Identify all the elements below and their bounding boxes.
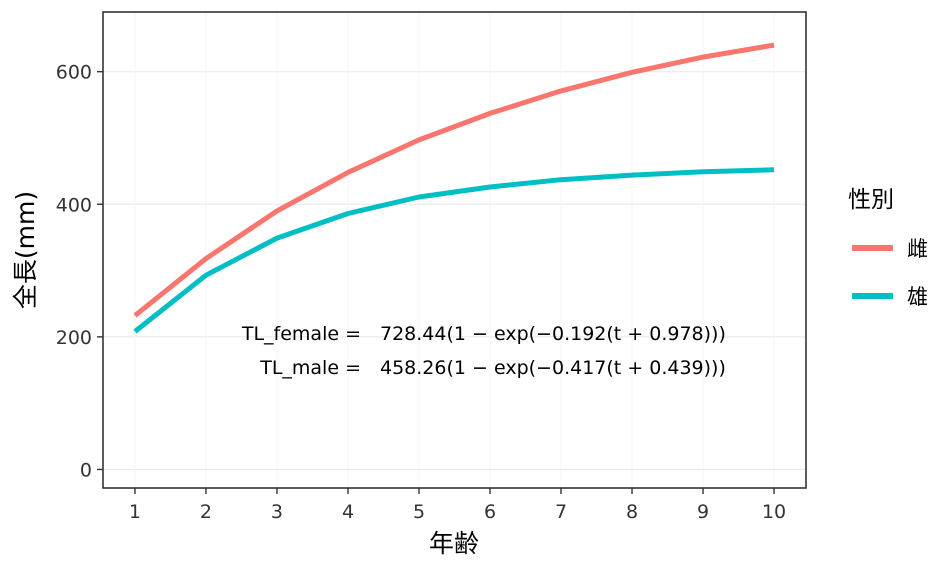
x-tick-label: 6 — [484, 501, 496, 523]
x-tick-label: 8 — [626, 501, 638, 523]
series-line-female — [133, 42, 775, 318]
y-tick-label: 400 — [56, 194, 92, 216]
annotation-female-lhs: TL_female = — [241, 323, 361, 345]
legend: 性別 雌 雄 — [848, 187, 928, 309]
x-tick-label: 7 — [555, 501, 567, 523]
annotation-male-rhs: 458.26(1 − exp(−0.417(t + 0.439))) — [380, 357, 726, 379]
y-axis-title: 全長(mm) — [11, 191, 40, 309]
y-tick-label: 600 — [56, 62, 92, 84]
annotation-male-lhs: TL_male = — [259, 357, 361, 379]
x-tick-label: 1 — [129, 501, 141, 523]
x-tick-label: 2 — [200, 501, 212, 523]
annotation-female: TL_female = 728.44(1 − exp(−0.192(t + 0.… — [241, 323, 726, 345]
x-axis: 1 2 3 4 5 6 7 8 9 10 — [129, 488, 786, 523]
grid-lines — [103, 12, 806, 488]
x-axis-title: 年齢 — [429, 529, 479, 558]
annotation-male: TL_male = 458.26(1 − exp(−0.417(t + 0.43… — [259, 357, 726, 379]
y-axis: 0 200 400 600 — [56, 62, 103, 481]
series-lines — [133, 42, 775, 334]
plot-panel-border — [102, 11, 807, 489]
legend-title: 性別 — [848, 187, 894, 213]
series-line-male — [133, 167, 775, 334]
x-tick-label: 10 — [762, 501, 786, 523]
x-tick-label: 5 — [413, 501, 425, 523]
annotation-female-rhs: 728.44(1 − exp(−0.192(t + 0.978))) — [380, 323, 726, 345]
legend-label-male: 雄 — [907, 285, 928, 309]
y-tick-label: 200 — [56, 327, 92, 349]
x-tick-label: 9 — [697, 501, 709, 523]
legend-label-female: 雌 — [907, 237, 928, 261]
y-tick-label: 0 — [80, 459, 92, 481]
x-tick-label: 4 — [342, 501, 354, 523]
x-tick-label: 3 — [271, 501, 283, 523]
